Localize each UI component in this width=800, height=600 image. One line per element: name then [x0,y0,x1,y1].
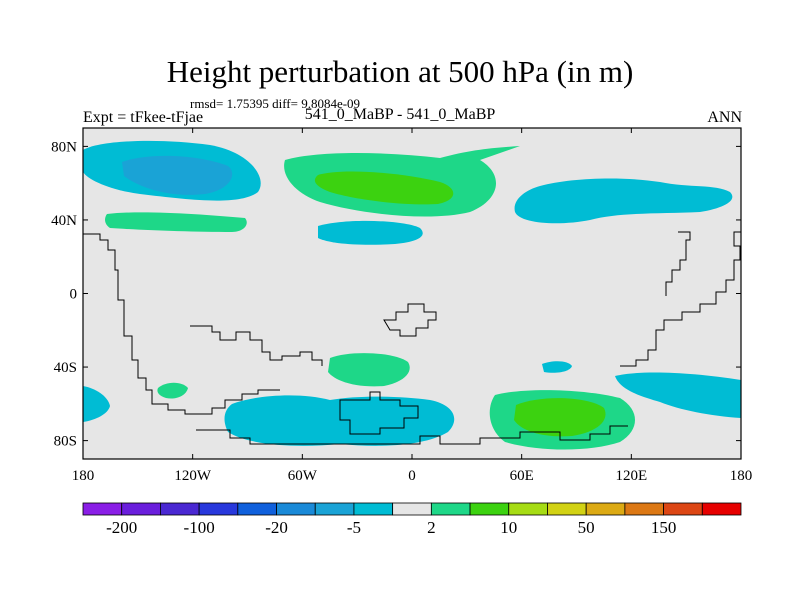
positive-anomaly-pacific-40n [105,212,247,232]
positive-anomaly-south-core [514,398,606,437]
negative-anomaly-core [122,155,233,195]
lon-tick-label: 180 [72,468,95,484]
colorbar-swatch [198,502,239,516]
longitude-axis: 180 120W 60W 0 60E 120E 180 [72,128,753,484]
negative-anomaly-southern-ocean [224,395,455,446]
colorbar-swatch [160,502,200,516]
negative-anomaly-mid-atlantic [318,220,423,245]
experiment-label: Expt = tFkee-tFjae [83,109,204,126]
lon-tick-label: 120E [615,468,647,484]
colorbar-swatch [585,502,626,516]
colorbar-swatch [314,502,355,516]
lat-tick-label: 80S [54,434,77,450]
colorbar-label: 2 [427,518,436,537]
run-comparison-label: 541_0_MaBP - 541_0_MaBP [304,106,496,123]
colorbar-label: 150 [651,518,677,537]
colorbar-swatch [430,502,471,516]
colorbar-swatch [276,502,316,516]
colorbar-swatch [82,502,123,516]
stats-label: rmsd= 1.75395 diff= 9.8084e-09 [190,96,361,111]
colorbar-swatch [508,502,548,516]
coastlines [83,231,741,445]
colorbar-swatch [663,502,703,516]
colorbar-label: 50 [578,518,595,537]
lat-tick-label: 80N [51,139,77,155]
negative-anomaly-small-south-east [542,361,572,373]
colorbar-swatch [469,502,510,516]
lon-tick-label: 120W [174,468,212,484]
colorbar-swatch [624,502,664,516]
lat-tick-label: 40N [51,213,77,229]
lon-tick-label: 0 [408,468,416,484]
lon-tick-label: 60E [510,468,534,484]
colorbar-swatch [547,502,587,516]
positive-anomaly-south-atlantic [328,353,410,387]
colorbar-swatch [392,502,432,516]
colorbar-swatch [121,502,161,516]
negative-anomaly-asia [514,178,733,224]
colorbar-label: -5 [347,518,361,537]
negative-anomaly-south-west-edge [83,386,110,422]
colorbar-labels: -200 -100 -20 -5 2 10 50 150 [106,518,676,537]
coastline-asia-pacific [620,231,741,367]
lat-tick-label: 0 [70,287,78,303]
colorbar-swatch [237,502,277,516]
colorbar-swatch [353,502,394,516]
lat-tick-label: 40S [54,360,77,376]
coastline-asia-east [665,231,691,296]
season-label: ANN [707,109,742,126]
coastline-north-america [190,325,323,366]
map-title: Height perturbation at 500 hPa (in m) [166,54,634,89]
positive-anomaly-core [314,171,454,205]
positive-anomaly-small-south-pacific [157,382,188,399]
coastline-antarctica [196,425,628,445]
contour-fills [83,140,741,450]
coastline-americas [83,233,280,415]
lon-tick-label: 60W [288,468,318,484]
negative-anomaly-south-indian [615,372,741,418]
coastline-europe [383,303,437,337]
latitude-axis: 80N 40N 0 40S 80S [51,139,741,450]
coastline-antarctic-peninsula [339,391,419,435]
lon-tick-label: 180 [730,468,753,484]
colorbar-label: -100 [184,518,215,537]
colorbar-swatch [701,502,742,516]
colorbar-label: -200 [106,518,137,537]
colorbar-swatches [82,502,742,516]
colorbar-label: -20 [265,518,288,537]
colorbar-label: 10 [500,518,517,537]
